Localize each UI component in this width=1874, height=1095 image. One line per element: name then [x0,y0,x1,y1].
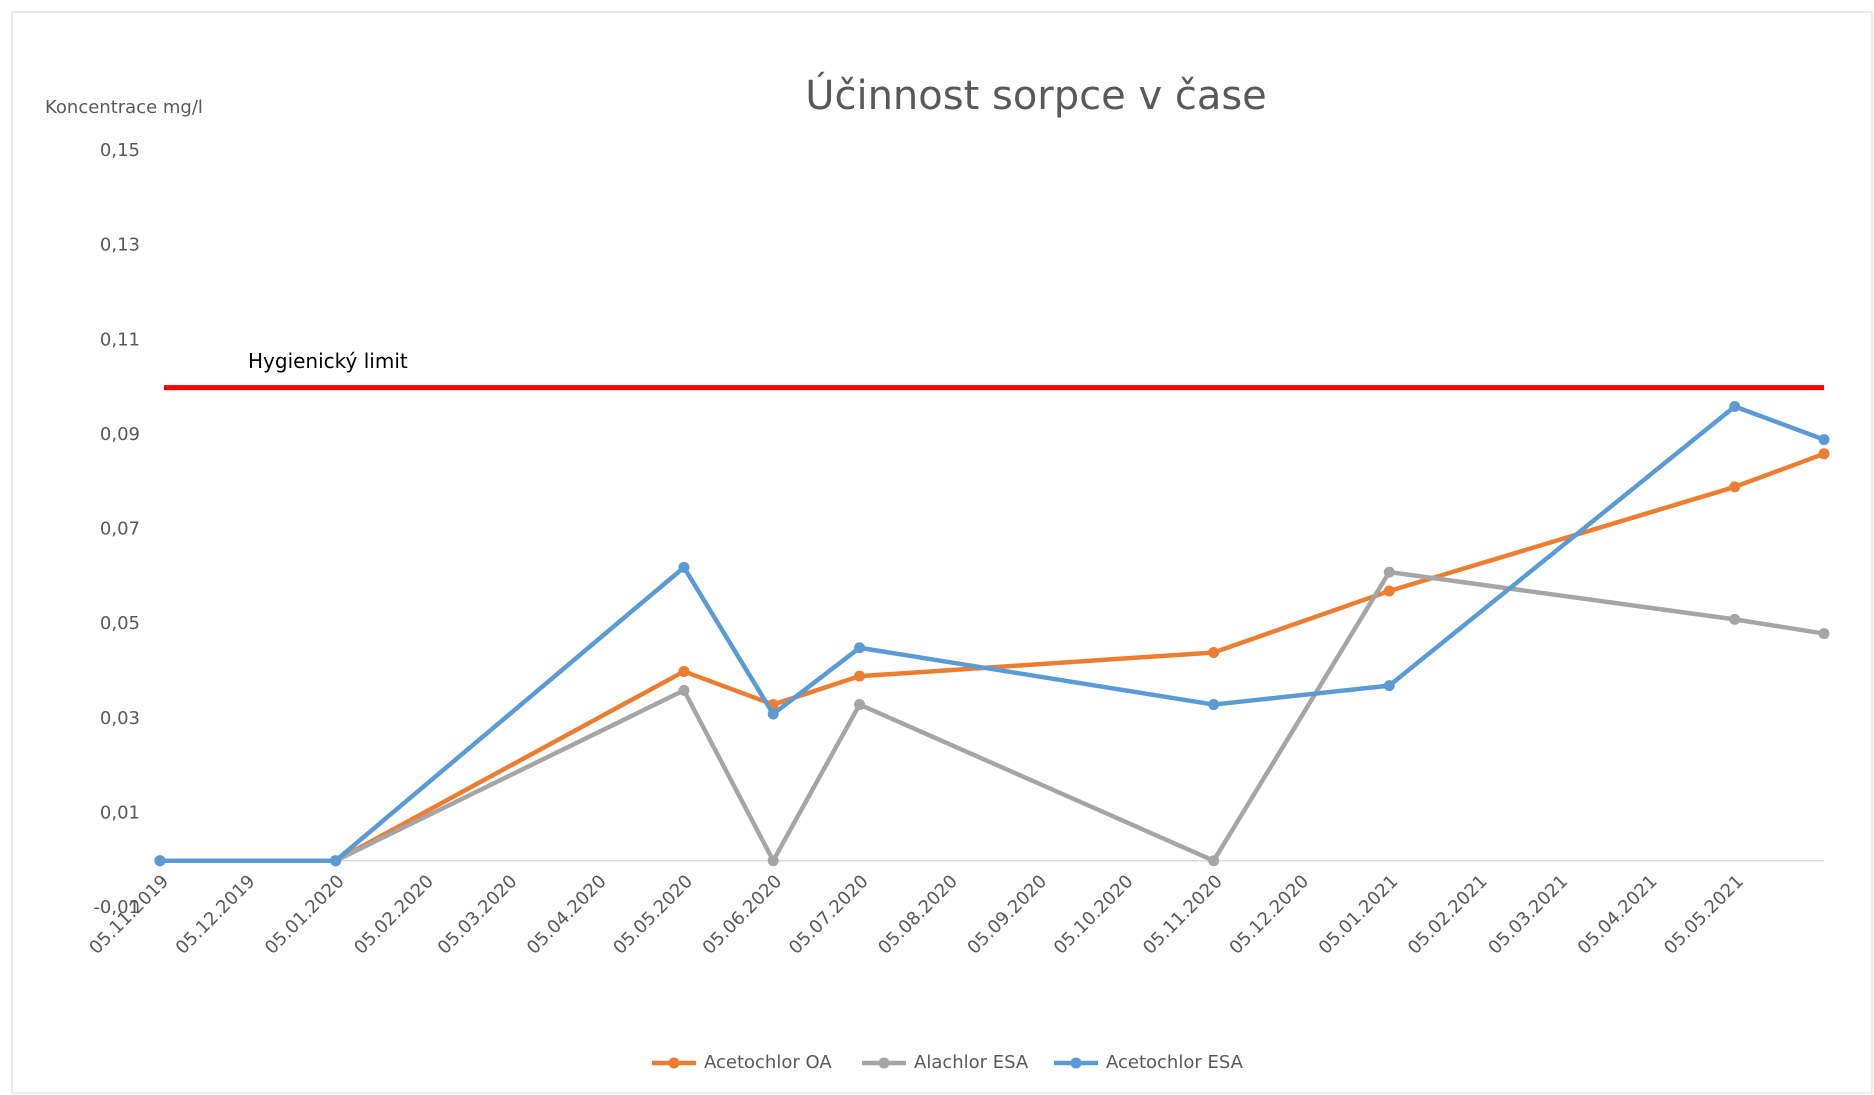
series-marker [1818,448,1830,460]
y-tick-label: 0,11 [100,329,140,350]
chart-title: Účinnost sorpce v čase [805,71,1267,119]
series-marker [1383,680,1395,692]
legend-marker [668,1057,680,1069]
series-marker [854,670,866,682]
series-marker [678,684,690,696]
series-marker [154,855,166,867]
series-marker [1383,585,1395,597]
y-tick-label: 0,15 [100,140,140,161]
legend-marker [1070,1057,1082,1069]
series-marker [1208,855,1220,867]
series-marker [767,855,779,867]
chart-border [11,11,1873,1094]
series-marker [767,708,779,720]
legend-label: Acetochlor ESA [1106,1052,1244,1073]
y-tick-label: 0,07 [100,519,140,540]
series-marker [854,699,866,711]
y-tick-label: 0,03 [100,708,140,729]
limit-label: Hygienický limit [248,349,408,373]
y-tick-label: 0,09 [100,424,140,445]
series-marker [1383,566,1395,578]
series-marker [1818,434,1830,446]
legend-marker [878,1057,890,1069]
series-marker [1729,613,1741,625]
series-marker [1208,699,1220,711]
series-marker [330,855,342,867]
series-marker [678,665,690,677]
legend-label: Acetochlor OA [704,1052,832,1073]
y-tick-label: 0,01 [100,802,140,823]
series-marker [678,561,690,573]
y-tick-label: 0,13 [100,235,140,256]
series-marker [1729,481,1741,493]
y-tick-label: 0,05 [100,613,140,634]
y-tick-label: -0,01 [93,897,140,918]
series-marker [1818,628,1830,640]
y-axis-label: Koncentrace mg/l [45,97,203,118]
series-marker [1208,647,1220,659]
legend-label: Alachlor ESA [914,1052,1029,1073]
series-marker [1729,400,1741,412]
series-marker [854,642,866,654]
